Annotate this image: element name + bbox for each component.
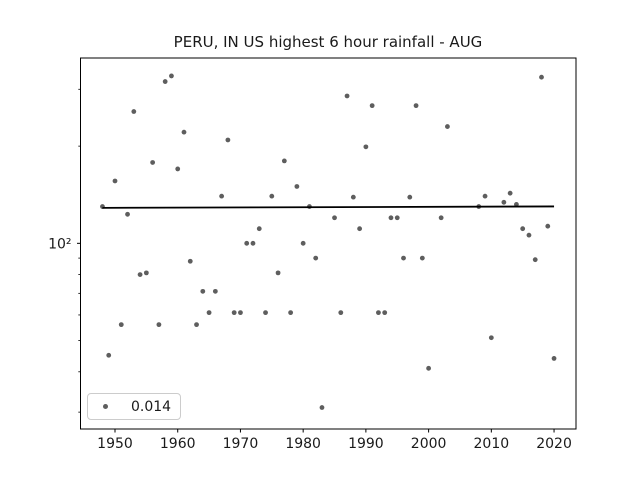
x-tick-label: 2000 <box>411 436 447 452</box>
data-point <box>175 166 181 172</box>
data-point <box>413 103 419 109</box>
data-point <box>162 79 168 84</box>
data-point <box>532 257 538 263</box>
data-point <box>388 215 394 221</box>
data-point <box>313 255 319 261</box>
data-point <box>106 352 112 358</box>
data-point <box>394 215 400 221</box>
x-tick-label: 1990 <box>348 436 384 452</box>
data-point <box>131 109 137 114</box>
data-point <box>200 288 206 294</box>
x-tick-label: 1970 <box>223 436 259 452</box>
data-point <box>156 322 162 328</box>
data-point <box>150 160 156 165</box>
data-point <box>219 193 225 199</box>
data-point <box>407 194 413 200</box>
data-point <box>181 129 187 135</box>
data-point <box>300 240 306 246</box>
data-point <box>551 356 557 361</box>
data-point <box>250 240 256 246</box>
data-point <box>194 322 199 328</box>
data-point <box>514 201 519 207</box>
data-point <box>338 310 344 316</box>
data-point <box>488 335 494 341</box>
y-tick-label: 10² <box>48 236 71 252</box>
data-point <box>507 190 513 196</box>
data-point <box>256 226 262 232</box>
data-point <box>401 255 406 261</box>
x-tick-label: 1950 <box>97 436 133 452</box>
x-tick-label: 2020 <box>536 436 572 452</box>
data-point <box>281 158 287 164</box>
data-point <box>288 310 294 316</box>
data-point <box>545 223 551 229</box>
data-point <box>187 258 193 264</box>
data-point <box>319 405 325 410</box>
data-point <box>350 194 356 200</box>
data-point <box>137 272 143 278</box>
data-point <box>238 310 243 316</box>
data-point <box>206 310 212 316</box>
data-point <box>344 93 350 99</box>
data-point <box>143 270 149 276</box>
data-point <box>125 211 130 217</box>
data-point <box>112 178 118 184</box>
data-point <box>363 144 369 150</box>
data-point <box>244 240 250 246</box>
data-point <box>419 255 425 261</box>
data-point <box>294 184 300 189</box>
x-tick-label: 1960 <box>160 436 196 452</box>
data-point <box>231 310 237 316</box>
data-point <box>526 232 532 238</box>
x-tick-label: 2010 <box>474 436 510 452</box>
data-point <box>482 193 488 199</box>
data-point <box>169 73 174 79</box>
data-point <box>225 137 231 143</box>
data-point <box>357 226 363 232</box>
data-point <box>426 365 432 371</box>
data-point <box>539 74 544 80</box>
data-point <box>269 193 275 199</box>
data-point <box>118 322 124 328</box>
chart-title: PERU, IN US highest 6 hour rainfall - AU… <box>173 33 483 51</box>
data-point <box>520 226 526 232</box>
data-point <box>369 103 375 109</box>
legend-label: 0.014 <box>131 398 172 415</box>
data-point <box>263 310 268 316</box>
x-tick-label: 1980 <box>285 436 321 452</box>
data-point <box>332 215 337 221</box>
data-point <box>376 310 381 316</box>
trend-line <box>102 205 555 209</box>
scatter-marker-icon <box>103 404 108 409</box>
plot-border <box>80 57 577 430</box>
data-point <box>438 215 444 221</box>
legend: 0.014 <box>87 393 181 420</box>
data-point <box>382 310 388 316</box>
data-point <box>445 124 450 129</box>
data-point <box>275 270 281 276</box>
data-point <box>501 199 507 205</box>
data-point <box>212 288 218 294</box>
